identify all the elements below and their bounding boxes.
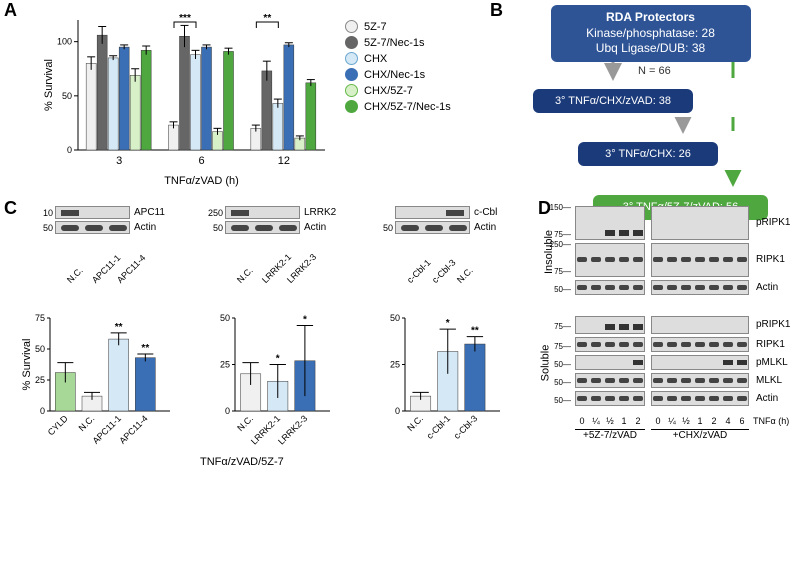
chart-c-xlabel: TNFα/zVAD/5Z-7 xyxy=(200,456,284,468)
svg-text:50: 50 xyxy=(35,344,45,354)
flow-arrows-3 xyxy=(513,170,788,190)
svg-text:TNFα/zVAD (h): TNFα/zVAD (h) xyxy=(164,175,239,187)
flow-b: RDA Protectors Kinase/phosphatase: 28 Ub… xyxy=(513,5,788,224)
chart-c-1: 02550N.C.LRRK2-1LRRK2-3** xyxy=(205,306,335,461)
flow-box-1: 3° TNFα/CHX/zVAD: 38 xyxy=(533,89,693,113)
svg-text:**: ** xyxy=(471,326,479,337)
svg-text:APC11-4: APC11-4 xyxy=(117,413,149,445)
rda-title: RDA Protectors xyxy=(561,10,741,26)
legend-item: CHX xyxy=(345,52,451,65)
chart-a-svg: 050100% Survival3612*****TNFα/zVAD (h) xyxy=(40,5,340,195)
flow-box-top: RDA Protectors Kinase/phosphatase: 28 Ub… xyxy=(551,5,751,62)
side-label-insoluble: Insoluble xyxy=(543,230,555,274)
svg-text:50: 50 xyxy=(390,313,400,323)
svg-text:% Survival: % Survival xyxy=(21,339,33,391)
legend-a: 5Z-7 5Z-7/Nec-1s CHX CHX/Nec-1s CHX/5Z-7 CHX/… xyxy=(345,20,451,116)
svg-text:CYLD: CYLD xyxy=(46,413,70,437)
svg-text:50: 50 xyxy=(220,313,230,323)
svg-text:N.C.: N.C. xyxy=(235,413,255,433)
legend-item: CHX/Nec-1s xyxy=(345,68,451,81)
flow-arrows-1: N = 66 xyxy=(513,62,788,84)
svg-text:100: 100 xyxy=(57,37,72,47)
legend-item: CHX/5Z-7/Nec-1s xyxy=(345,100,451,113)
svg-text:*: * xyxy=(446,318,450,329)
svg-text:0: 0 xyxy=(67,145,72,155)
n-text: N = 66 xyxy=(638,65,671,77)
svg-text:6: 6 xyxy=(198,155,204,167)
flow-arrows-2 xyxy=(513,117,788,137)
svg-text:**: ** xyxy=(141,343,149,354)
svg-text:3: 3 xyxy=(116,155,122,167)
svg-text:25: 25 xyxy=(220,360,230,370)
rda-line1: Kinase/phosphatase: 28 xyxy=(561,26,741,42)
svg-text:25: 25 xyxy=(35,375,45,385)
panel-b: RDA Protectors Kinase/phosphatase: 28 Ub… xyxy=(495,0,795,195)
chart-c-2: 02550N.C.c-Cbl-1c-Cbl-3*** xyxy=(375,306,505,461)
flow-box-2: 3° TNFα/CHX: 26 xyxy=(578,142,718,166)
panel-c: 10APC1150ActinN.C.APC11-1APC11-4250LRRK2… xyxy=(10,198,535,578)
blot-lrrk2: 250LRRK250ActinN.C.LRRK2-1LRRK2-3 xyxy=(205,206,340,286)
svg-text:*: * xyxy=(303,314,307,325)
svg-text:N.C.: N.C. xyxy=(405,413,425,433)
blot-apc11: 10APC1150ActinN.C.APC11-1APC11-4 xyxy=(35,206,170,286)
rda-line2: Ubq Ligase/DUB: 38 xyxy=(561,41,741,57)
svg-text:75: 75 xyxy=(35,313,45,323)
svg-text:c-Cbl-1: c-Cbl-1 xyxy=(425,413,453,441)
svg-text:N.C.: N.C. xyxy=(77,413,97,433)
panel-a: 050100% Survival3612*****TNFα/zVAD (h) 5… xyxy=(10,0,460,195)
svg-text:0: 0 xyxy=(395,406,400,416)
legend-item: 5Z-7 xyxy=(345,20,451,33)
svg-text:50: 50 xyxy=(62,91,72,101)
svg-text:0: 0 xyxy=(40,406,45,416)
side-label-soluble: Soluble xyxy=(539,344,551,381)
blot-c-cbl: c-Cbl50Actinc-Cbl-1c-Cbl-3N.C. xyxy=(375,206,510,286)
svg-text:25: 25 xyxy=(390,360,400,370)
svg-text:***: *** xyxy=(179,13,191,24)
svg-text:0: 0 xyxy=(225,406,230,416)
svg-text:**: ** xyxy=(263,13,271,24)
chart-c-0: 0255075% SurvivalCYLDN.C.APC11-1APC11-4*… xyxy=(20,306,175,461)
svg-text:*: * xyxy=(276,354,280,365)
condition-row: +5Z-7/zVAD+CHX/zVAD xyxy=(575,425,749,443)
svg-text:% Survival: % Survival xyxy=(43,59,55,111)
svg-text:12: 12 xyxy=(278,155,290,167)
svg-text:LRRK2-3: LRRK2-3 xyxy=(276,413,309,446)
legend-item: CHX/5Z-7 xyxy=(345,84,451,97)
panel-d: 150—75—pRIPK1250—75—RIPK150—ActinInsolub… xyxy=(545,198,795,578)
svg-text:c-Cbl-3: c-Cbl-3 xyxy=(452,413,480,441)
legend-item: 5Z-7/Nec-1s xyxy=(345,36,451,49)
svg-text:**: ** xyxy=(115,322,123,333)
